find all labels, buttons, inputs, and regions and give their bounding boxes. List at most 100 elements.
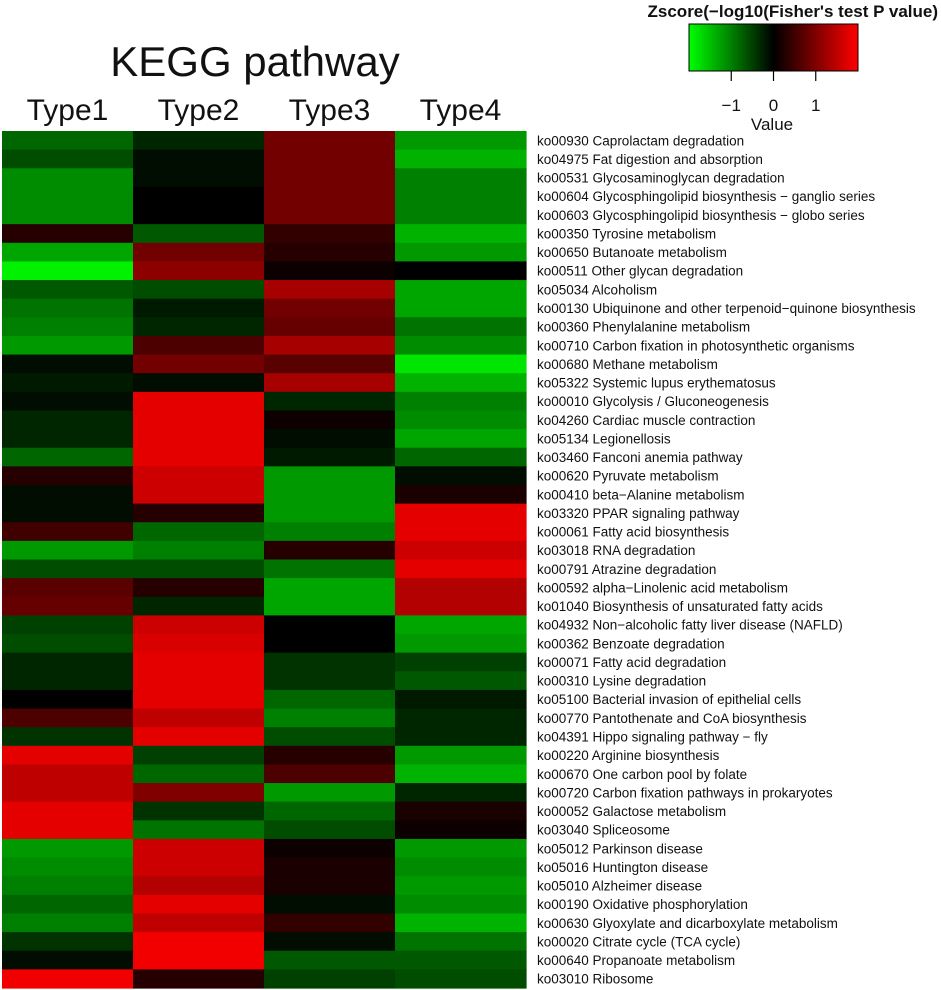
heatmap-cell [2,820,134,840]
heatmap-cell [395,801,527,821]
row-label: ko04975 Fat digestion and absorption [537,152,763,167]
heatmap-cell [2,689,134,710]
heatmap-cell [2,373,134,393]
column-labels: Type1 Type2 Type3 Type4 [27,94,502,127]
heatmap-cell [133,652,265,672]
row-label: ko00791 Atrazine degradation [537,562,716,577]
heatmap-cell [264,801,396,821]
row-label: ko00930 Caprolactam degradation [537,133,744,148]
heatmap-cell [133,447,265,467]
heatmap-cell [264,186,396,207]
heatmap-cell [133,894,265,915]
heatmap-cell [264,373,396,393]
heatmap-cell [395,131,527,151]
heatmap-cell [264,242,396,263]
heatmap-cell [395,783,527,803]
column-label: Type4 [420,94,502,127]
heatmap-cell [133,876,265,896]
legend-tick-label: 1 [811,96,820,115]
heatmap-cell [264,466,396,486]
heatmap-cell [133,671,265,691]
heatmap-cell [395,559,527,579]
row-label: ko00603 Glycosphingolipid biosynthesis −… [537,208,865,223]
legend-tick-label: 0 [769,96,778,115]
heatmap-cell [395,932,527,952]
heatmap-cell [2,913,134,933]
heatmap-cell [2,317,134,337]
heatmap-cell [264,391,396,412]
heatmap-cell [395,335,527,356]
heatmap-cell [395,429,527,449]
heatmap-cell [2,391,134,412]
heatmap-cell [133,578,265,598]
heatmap-cell [2,242,134,263]
heatmap-cell [395,578,527,598]
heatmap-cell [264,298,396,318]
heatmap-cell [264,261,396,281]
color-legend: Zscore(−log10(Fisher's test P value) −1 0… [648,2,938,134]
heatmap-cell [133,317,265,337]
row-label: ko00190 Oxidative phosphorylation [537,897,748,912]
heatmap-cell [395,820,527,840]
heatmap-cell [2,503,134,523]
heatmap-cell [395,745,527,766]
heatmap-cell [264,578,396,598]
heatmap-cell [133,149,265,169]
row-label: ko00604 Glycosphingolipid biosynthesis −… [537,189,875,204]
heatmap-cell [264,168,396,188]
heatmap-cell [2,522,134,542]
heatmap-cell [395,261,527,281]
row-label: ko00770 Pantothenate and CoA biosynthesi… [537,711,807,726]
heatmap-cell [133,261,265,281]
heatmap-cell [2,708,134,728]
heatmap-cell [133,466,265,486]
heatmap-cell [133,484,265,505]
heatmap-cell [133,280,265,300]
heatmap-cell [2,969,134,989]
row-label: ko00650 Butanoate metabolism [537,245,727,260]
row-label: ko00130 Ubiquinone and other terpenoid−q… [537,301,916,316]
row-label: ko00630 Glyoxylate and dicarboxylate met… [537,916,838,931]
heatmap-cell [395,168,527,188]
heatmap-cell [133,596,265,616]
heatmap-cell [395,913,527,933]
heatmap-cell [264,149,396,169]
heatmap-cell [395,242,527,263]
heatmap-cell [395,466,527,486]
heatmap-cell [2,354,134,374]
chart-title: KEGG pathway [110,38,399,85]
heatmap-cell [264,689,396,710]
heatmap-cell [264,447,396,467]
heatmap-cell [2,205,134,225]
heatmap-cell [395,522,527,542]
heatmap-cell [133,950,265,970]
heatmap-cell [133,131,265,151]
heatmap-cell [264,131,396,151]
row-label: ko03018 RNA degradation [537,543,695,558]
heatmap-cell [395,503,527,523]
heatmap-cell [133,932,265,952]
row-label: ko04932 Non−alcoholic fatty liver diseas… [537,618,843,633]
row-label: ko00220 Arginine biosynthesis [537,748,720,763]
heatmap-cell [395,857,527,877]
heatmap-cell [133,783,265,803]
heatmap-cell [133,615,265,635]
heatmap-cell [395,689,527,710]
heatmap-cell [2,168,134,188]
legend-ticks: −1 0 1 [722,71,820,115]
heatmap-cell [395,410,527,430]
heatmap-cell [395,298,527,318]
heatmap-cell [395,671,527,691]
heatmap-cell [264,764,396,784]
row-label: ko00680 Methane metabolism [537,357,718,372]
row-label: ko05100 Bacterial invasion of epithelial… [537,692,801,707]
heatmap-cell [2,894,134,915]
heatmap-cell [133,373,265,393]
heatmap-cell [2,410,134,430]
heatmap-cell [395,317,527,337]
heatmap-cell [264,969,396,989]
heatmap-cell [2,335,134,356]
heatmap-cell [395,596,527,616]
heatmap-cell [2,298,134,318]
heatmap-cell [395,447,527,467]
